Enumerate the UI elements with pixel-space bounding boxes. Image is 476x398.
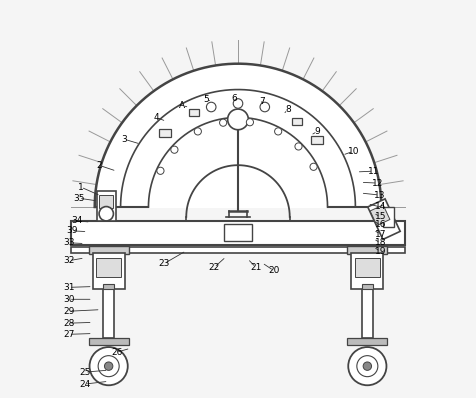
Circle shape <box>98 356 119 377</box>
Text: 19: 19 <box>375 247 386 256</box>
Bar <box>71 247 405 253</box>
Circle shape <box>171 146 178 153</box>
Circle shape <box>233 99 243 108</box>
Bar <box>347 338 387 345</box>
Bar <box>368 199 400 240</box>
Circle shape <box>363 362 372 371</box>
Text: 2: 2 <box>96 161 101 170</box>
Bar <box>362 284 373 289</box>
Text: 16: 16 <box>375 220 386 229</box>
Bar <box>97 191 116 221</box>
Text: 3: 3 <box>122 135 128 144</box>
Bar <box>383 207 395 227</box>
Circle shape <box>89 347 128 385</box>
Circle shape <box>310 163 317 170</box>
Bar <box>99 195 113 209</box>
Circle shape <box>357 356 378 377</box>
Circle shape <box>194 128 201 135</box>
Bar <box>292 118 302 125</box>
Text: 30: 30 <box>63 295 75 304</box>
Text: 29: 29 <box>63 307 75 316</box>
Bar <box>159 129 171 137</box>
Circle shape <box>157 167 164 174</box>
Circle shape <box>99 207 113 221</box>
Text: 33: 33 <box>63 238 75 247</box>
Text: 21: 21 <box>250 263 262 272</box>
Text: 20: 20 <box>268 266 279 275</box>
Text: 11: 11 <box>367 167 379 176</box>
Text: 14: 14 <box>375 203 386 211</box>
Text: 18: 18 <box>375 238 386 247</box>
Text: A: A <box>179 101 185 110</box>
Circle shape <box>207 102 216 112</box>
Bar <box>96 258 121 277</box>
Circle shape <box>260 102 269 112</box>
Text: 32: 32 <box>63 256 75 265</box>
Text: 26: 26 <box>111 348 122 357</box>
Text: 7: 7 <box>259 97 265 106</box>
Circle shape <box>219 119 227 126</box>
Bar <box>93 253 125 289</box>
Circle shape <box>104 362 113 371</box>
Text: 23: 23 <box>159 259 170 268</box>
Bar <box>189 109 199 116</box>
Text: 25: 25 <box>79 368 90 377</box>
Circle shape <box>228 109 248 130</box>
Bar <box>355 258 380 277</box>
Text: 28: 28 <box>63 319 75 328</box>
Bar <box>311 136 323 144</box>
Circle shape <box>348 347 387 385</box>
Text: 22: 22 <box>208 263 220 272</box>
Bar <box>370 205 390 226</box>
Text: 39: 39 <box>66 226 78 235</box>
Text: 17: 17 <box>375 230 386 238</box>
Bar <box>103 284 114 289</box>
Circle shape <box>275 128 282 135</box>
Text: 13: 13 <box>374 191 385 199</box>
Circle shape <box>295 143 302 150</box>
Bar <box>351 253 383 289</box>
Bar <box>103 289 114 338</box>
Text: 31: 31 <box>63 283 75 292</box>
Text: 27: 27 <box>63 330 75 339</box>
Polygon shape <box>95 64 381 207</box>
Text: 24: 24 <box>79 380 90 388</box>
Bar <box>89 338 129 345</box>
Text: 15: 15 <box>375 213 386 221</box>
Text: 9: 9 <box>315 127 320 136</box>
Bar <box>362 289 373 338</box>
Text: 4: 4 <box>154 113 159 122</box>
Text: 34: 34 <box>71 217 82 225</box>
Bar <box>71 221 405 245</box>
Text: 6: 6 <box>231 94 237 103</box>
Text: 12: 12 <box>372 179 383 187</box>
Text: 1: 1 <box>78 183 84 191</box>
Bar <box>347 246 387 254</box>
Circle shape <box>246 119 254 126</box>
Bar <box>89 246 129 254</box>
Text: 10: 10 <box>347 147 359 156</box>
Text: 35: 35 <box>73 194 85 203</box>
Text: 8: 8 <box>285 105 291 114</box>
Text: 5: 5 <box>203 95 209 104</box>
Bar <box>224 224 252 241</box>
